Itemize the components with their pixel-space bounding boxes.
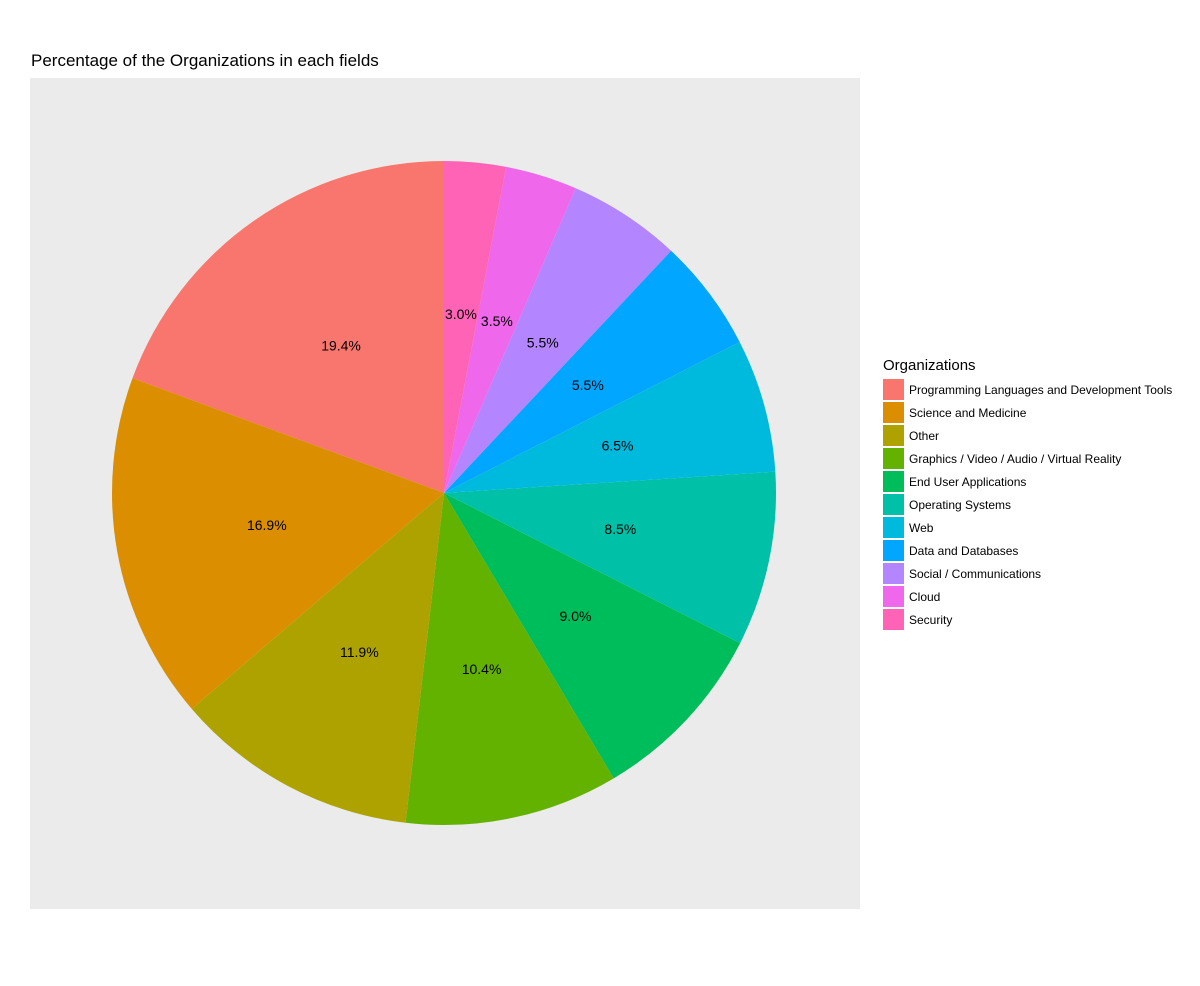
legend-item-operating-systems: Operating Systems xyxy=(883,493,1172,516)
slice-label-web: 6.5% xyxy=(602,437,634,453)
legend-label: Security xyxy=(909,612,953,627)
slice-label-cloud: 3.5% xyxy=(481,313,513,329)
pie-slice-cloud xyxy=(444,166,576,493)
legend-key xyxy=(883,540,904,561)
legend-label: Graphics / Video / Audio / Virtual Reali… xyxy=(909,451,1122,466)
slice-label-end-user-applications: 9.0% xyxy=(560,608,592,624)
pie-chart: 19.4% 16.9% 11.9% 10.4% 9.0% 8.5% 6.5% 5.5% 5.5%… xyxy=(112,161,777,825)
pie-slice-security xyxy=(444,161,507,493)
slice-label-science-and-medicine: 16.9% xyxy=(247,517,287,533)
legend-label: Other xyxy=(909,428,940,443)
legend-key xyxy=(883,448,904,469)
legend-item-end-user-applications: End User Applications xyxy=(883,470,1172,493)
legend-key xyxy=(883,586,904,607)
legend-item-programming-languages-and-development-tools: Programming Languages and Development To… xyxy=(883,378,1172,401)
chart-title: Percentage of the Organizations in each … xyxy=(31,51,379,70)
pie-slices xyxy=(112,161,777,825)
slice-label-operating-systems: 8.5% xyxy=(604,521,636,537)
legend: Organizations Programming Languages and … xyxy=(883,357,1172,631)
legend-key xyxy=(883,425,904,446)
legend-item-graphics-video-audio-virtual-reality: Graphics / Video / Audio / Virtual Reali… xyxy=(883,447,1172,470)
legend-item-web: Web xyxy=(883,516,1172,539)
legend-item-cloud: Cloud xyxy=(883,585,1172,608)
slice-label-security: 3.0% xyxy=(445,306,477,322)
legend-key xyxy=(883,494,904,515)
legend-key xyxy=(883,471,904,492)
legend-items: Programming Languages and Development To… xyxy=(883,378,1172,631)
legend-item-other: Other xyxy=(883,424,1172,447)
legend-label: Social / Communications xyxy=(909,566,1042,581)
legend-title: Organizations xyxy=(883,357,976,374)
pie-slice-programming-languages-and-development-tools xyxy=(132,161,444,493)
pie-slice-science-and-medicine xyxy=(112,378,444,709)
legend-label: Programming Languages and Development To… xyxy=(909,382,1173,397)
pie-slice-graphics-video-audio-virtual-reality xyxy=(405,493,614,825)
plot-panel: 19.4% 16.9% 11.9% 10.4% 9.0% 8.5% 6.5% 5.5% 5.5%… xyxy=(30,78,860,909)
slice-label-other: 11.9% xyxy=(340,644,379,660)
legend-key xyxy=(883,609,904,630)
legend-label: Science and Medicine xyxy=(909,405,1027,420)
slice-label-social-communications: 5.5% xyxy=(527,334,559,350)
pie-slice-end-user-applications xyxy=(444,493,741,779)
legend-item-data-and-databases: Data and Databases xyxy=(883,539,1172,562)
legend-key xyxy=(883,517,904,538)
pie-slice-web xyxy=(444,341,776,493)
legend-key xyxy=(883,402,904,423)
pie-slice-labels: 19.4% 16.9% 11.9% 10.4% 9.0% 8.5% 6.5% 5.5% 5.5%… xyxy=(247,306,636,677)
legend-key xyxy=(883,563,904,584)
slice-label-graphics-video-audio-virtual-reality: 10.4% xyxy=(462,661,502,677)
legend-item-social-communications: Social / Communications xyxy=(883,562,1172,585)
legend-label: Cloud xyxy=(909,589,941,604)
legend-key xyxy=(883,379,904,400)
legend-label: Data and Databases xyxy=(909,543,1019,558)
legend-item-science-and-medicine: Science and Medicine xyxy=(883,401,1172,424)
slice-label-data-and-databases: 5.5% xyxy=(572,377,604,393)
pie-slice-operating-systems xyxy=(444,471,777,644)
legend-label: Web xyxy=(909,520,934,535)
pie-slice-other xyxy=(191,493,444,823)
legend-item-security: Security xyxy=(883,608,1172,631)
legend-label: End User Applications xyxy=(909,474,1027,489)
slice-label-programming-languages-and-development-tools: 19.4% xyxy=(321,337,361,353)
pie-slice-social-communications xyxy=(444,188,672,493)
legend-label: Operating Systems xyxy=(909,497,1012,512)
pie-slice-data-and-databases xyxy=(444,250,740,493)
